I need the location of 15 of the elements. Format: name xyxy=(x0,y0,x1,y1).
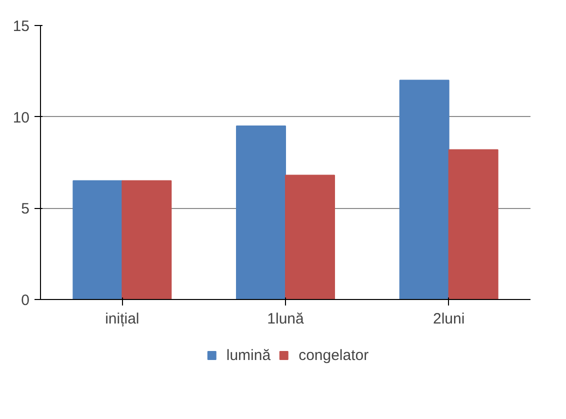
x-tick-label: 1lună xyxy=(267,310,305,328)
legend-label: congelator xyxy=(298,346,369,364)
y-tick-label: 10 xyxy=(12,109,30,126)
bar xyxy=(122,180,172,300)
bar xyxy=(448,149,498,300)
legend-label: lumină xyxy=(226,346,271,364)
bar xyxy=(399,80,450,300)
y-tick-label: 5 xyxy=(21,200,30,218)
y-tick-label: 0 xyxy=(21,292,30,309)
x-tick-label: inițial xyxy=(105,310,140,328)
bar xyxy=(285,174,335,300)
bar xyxy=(236,125,286,300)
bar xyxy=(72,180,123,300)
x-tick-label: 2luni xyxy=(432,310,465,328)
y-tick-label: 15 xyxy=(12,18,30,35)
